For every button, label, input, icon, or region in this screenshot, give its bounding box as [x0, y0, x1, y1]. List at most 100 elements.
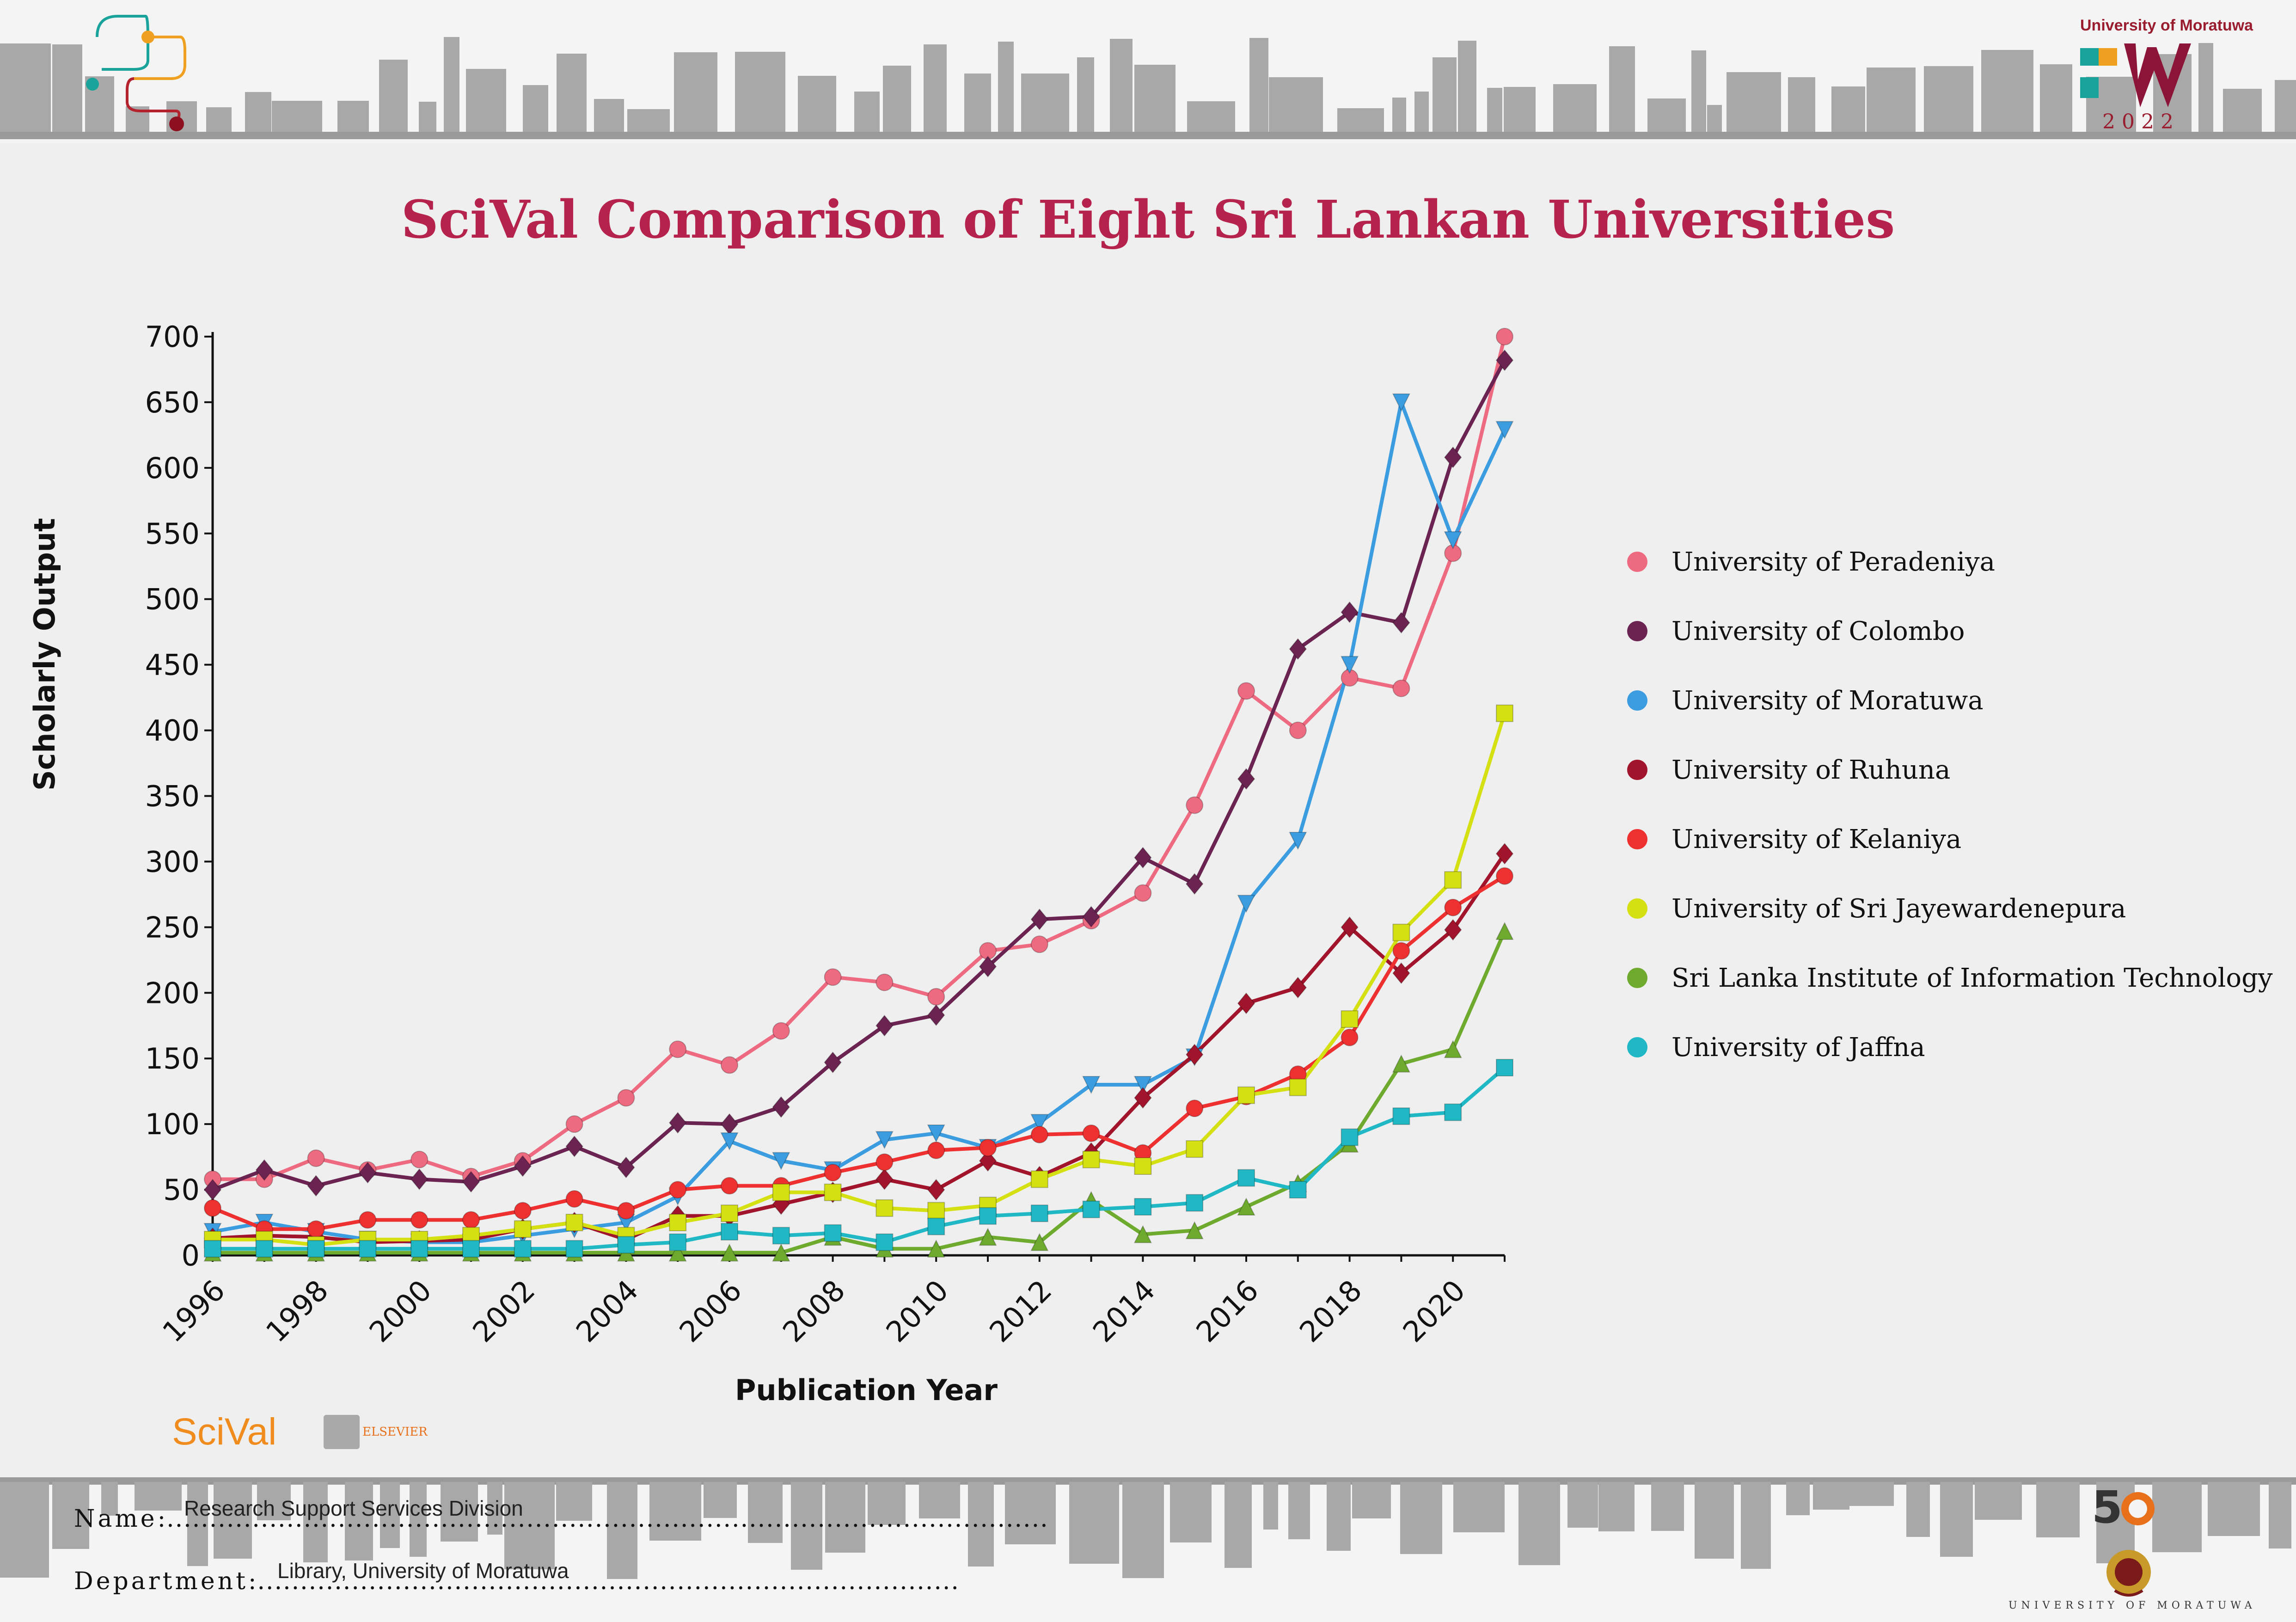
data-point [927, 1217, 945, 1235]
data-point [979, 1228, 997, 1246]
legend-label: University of Jaffna [1671, 1032, 1925, 1063]
data-point [1082, 1200, 1100, 1218]
data-point [565, 1214, 583, 1232]
data-point [979, 1207, 997, 1225]
data-point [1289, 638, 1307, 660]
data-point [772, 1183, 790, 1201]
legend-item: University of Kelaniya [1627, 805, 2273, 874]
legend-label: University of Peradeniya [1671, 547, 1995, 577]
data-point [617, 1156, 635, 1179]
x-tick-label: 1998 [259, 1273, 335, 1349]
legend-label: University of Moratuwa [1671, 685, 1984, 716]
data-point [514, 1220, 532, 1238]
data-point [1133, 1075, 1152, 1094]
data-point [720, 1132, 739, 1151]
data-point [1134, 1198, 1152, 1216]
data-point [1341, 601, 1359, 623]
data-point [1237, 682, 1255, 700]
x-tick-label: 2014 [1086, 1273, 1162, 1349]
data-point [617, 1089, 635, 1107]
x-tick-label: 2020 [1396, 1273, 1472, 1349]
x-tick-label: 1996 [156, 1273, 231, 1349]
svg-text:5: 5 [2092, 1487, 2123, 1533]
data-point [1134, 884, 1152, 902]
elsevier-tree-icon [324, 1415, 360, 1449]
data-point [1392, 1054, 1411, 1073]
data-point [772, 1022, 790, 1040]
data-point [1186, 1194, 1204, 1212]
data-point [876, 973, 894, 991]
y-tick-label: 500 [145, 583, 200, 616]
data-point [720, 1243, 739, 1262]
data-point [1134, 1157, 1152, 1175]
y-tick-label: 600 [145, 451, 200, 485]
university-footer-text: UNIVERSITY OF MORATUWA [2008, 1600, 2256, 1611]
data-point [617, 1202, 635, 1220]
data-point [1392, 393, 1411, 412]
data-point [876, 1199, 894, 1217]
footer-band [0, 1477, 2296, 1622]
data-point [927, 988, 945, 1006]
series-line [213, 1066, 1506, 1251]
legend-label: University of Ruhuna [1671, 755, 1951, 785]
data-point [669, 1233, 687, 1251]
data-point [1444, 531, 1462, 550]
department-row: Department:.............................… [74, 1567, 960, 1595]
data-point [1237, 768, 1255, 790]
x-tick-label: 2010 [880, 1273, 955, 1349]
data-point [204, 1240, 221, 1258]
legend-swatch [1627, 898, 1647, 919]
data-point [1392, 612, 1410, 634]
circuit-logo-icon [86, 15, 186, 131]
series-line [213, 713, 1506, 1247]
name-label: Name [74, 1505, 158, 1533]
data-point [1496, 867, 1513, 885]
data-point [720, 1113, 739, 1135]
data-point [927, 1141, 945, 1159]
data-point [1444, 1040, 1462, 1058]
data-point [462, 1171, 480, 1193]
legend-item: Sri Lanka Institute of Information Techn… [1627, 943, 2273, 1013]
elsevier-logo-text: ELSEVIER [362, 1425, 428, 1439]
legend-swatch [1627, 690, 1647, 711]
legend-swatch [1627, 621, 1647, 641]
data-point [1340, 656, 1359, 674]
data-point [1082, 906, 1100, 928]
data-point [255, 1159, 274, 1181]
data-point [1237, 1169, 1255, 1187]
chart-title: SciVal Comparison of Eight Sri Lankan Un… [401, 190, 1895, 250]
data-point [410, 1168, 429, 1190]
data-point [1496, 328, 1513, 345]
data-point [1341, 916, 1359, 938]
x-axis-label: Publication Year [735, 1373, 998, 1407]
x-tick-label: 2016 [1189, 1273, 1265, 1349]
data-point [927, 1179, 945, 1201]
data-point [772, 1243, 790, 1262]
x-tick-label: 2008 [776, 1273, 851, 1349]
data-point [1237, 1086, 1255, 1104]
y-tick-label: 100 [145, 1107, 200, 1141]
data-point [1082, 1075, 1101, 1094]
data-point [359, 1240, 377, 1258]
legend-label: University of Sri Jayewardenepura [1671, 893, 2126, 924]
header-band [0, 0, 2296, 143]
data-point [824, 1164, 842, 1182]
y-tick-label: 150 [145, 1042, 200, 1075]
elsevier-logo: ELSEVIER [324, 1415, 428, 1449]
department-label: Department [74, 1567, 248, 1595]
data-point [1133, 1225, 1152, 1243]
data-point [669, 1214, 687, 1232]
data-point [721, 1223, 738, 1241]
data-point [1082, 1124, 1100, 1143]
data-point [876, 1153, 894, 1171]
data-point [1495, 922, 1514, 940]
y-tick-label: 350 [145, 780, 200, 813]
legend-item: University of Moratuwa [1627, 666, 2273, 735]
data-point [876, 1168, 894, 1190]
data-point [669, 1181, 687, 1199]
y-tick-label: 250 [145, 910, 200, 944]
data-point [462, 1211, 480, 1229]
data-point [668, 1112, 687, 1134]
data-point [1289, 1181, 1307, 1199]
legend-label: University of Colombo [1671, 616, 1965, 646]
